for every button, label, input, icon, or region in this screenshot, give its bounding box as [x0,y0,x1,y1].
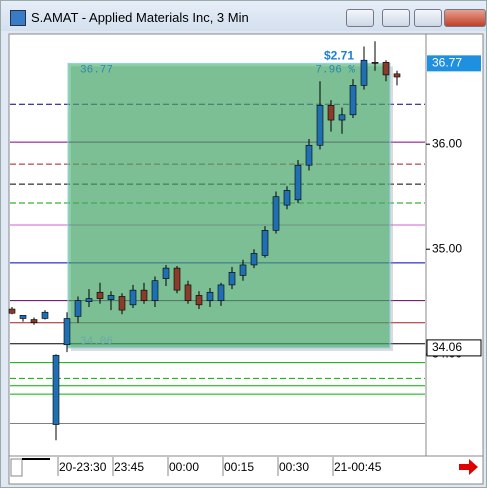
candle-body [261,230,269,256]
candle-body [52,354,60,425]
price-axis [425,33,484,457]
candle-body [184,284,192,301]
close-button[interactable] [444,9,486,27]
maximize-button[interactable] [414,9,442,27]
x-tick-label: 00:00 [169,460,199,474]
scroll-arrow[interactable] [459,459,478,475]
low-price-label: 34.06 [432,340,462,354]
candle-body [217,284,225,301]
candle-body [371,61,379,64]
candle-body [195,295,203,306]
candle-body [107,295,115,300]
scroll-box[interactable] [10,458,23,477]
candle-body [85,298,93,302]
candle-body [393,73,401,78]
candle-body [30,319,38,323]
measure-percent: 7.96 % [315,64,355,76]
window-title: S.AMAT - Applied Materials Inc, 3 Min [31,10,249,25]
low-price-box [426,339,482,357]
candle-body [349,85,357,116]
y-tick-label: 35.00 [432,241,462,255]
app-icon [10,10,26,26]
time-axis [8,455,484,485]
candle-body [250,253,258,266]
candle-body [228,271,236,286]
candle-body [316,105,324,146]
title-bar: S.AMAT - Applied Materials Inc, 3 Min [1,1,486,31]
candle-body [129,289,137,306]
candle-body [272,196,280,231]
minimize-button[interactable] [382,9,410,27]
candle-body [96,291,104,299]
link-button[interactable] [346,9,374,27]
measure-low-label: 34.06 [80,336,113,348]
candle-body [206,291,214,301]
y-tick-label: 36.00 [432,136,462,150]
candle-body [19,315,27,319]
x-tick-label: 00:30 [279,460,309,474]
last-price-label: 36.77 [432,56,462,70]
candle-body [74,300,82,317]
measure-high-label: 36.77 [80,64,113,76]
candle-body [118,296,126,311]
x-tick-label: 20-23:30 [59,460,107,474]
candle-body [239,264,247,276]
candle-body [140,289,148,301]
measure-box [67,62,391,349]
last-price-box [427,55,481,72]
candle-body [338,114,346,121]
candle-body [8,308,16,314]
measure-change: $2.71 [324,49,354,63]
candle-body [41,311,49,319]
candle-body [283,190,291,206]
x-tick-label: 23:45 [114,460,144,474]
candle-body [151,280,159,301]
candle-body [305,144,313,166]
candle-body [382,61,390,76]
candle-body [294,164,302,201]
candle-body [327,105,335,121]
candle-body [162,267,170,279]
x-tick-label: 21-00:45 [334,460,382,474]
candle-body [173,267,181,291]
candle-body [360,59,368,86]
x-tick-label: 00:15 [224,460,254,474]
candle-body [63,318,71,346]
